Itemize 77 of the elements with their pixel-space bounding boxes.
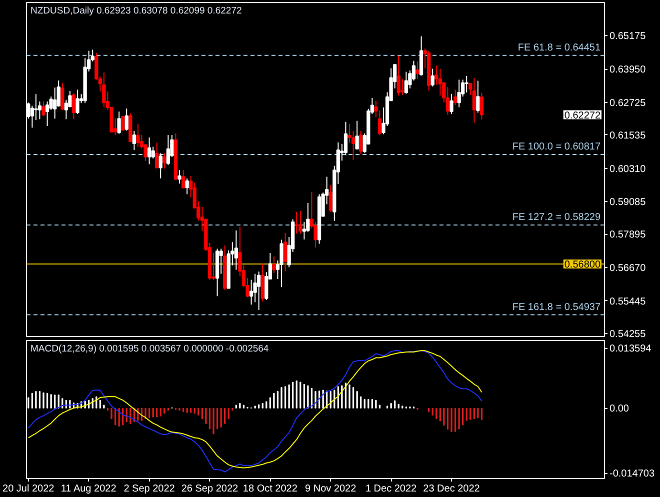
y-tick-label: 0.65175 — [610, 31, 646, 42]
candlestick — [147, 136, 152, 165]
x-tick-label: 20 Jul 2022 — [2, 484, 55, 494]
candlestick — [359, 130, 363, 155]
candlestick — [136, 123, 140, 148]
candlestick — [185, 178, 189, 195]
chart-title: MACD(12,26,9) 0.001595 0.003567 0.000000 -0.002564 — [30, 344, 269, 354]
y-tick-label: -0.014703 — [610, 468, 655, 480]
candlestick — [117, 111, 121, 134]
y-tick-label: 0.62725 — [610, 98, 646, 109]
candlestick — [450, 93, 454, 115]
candlestick — [257, 271, 261, 311]
candlestick — [400, 78, 404, 96]
candlestick — [102, 72, 106, 108]
candlestick — [476, 80, 480, 114]
x-tick-label: 2 Sep 2022 — [124, 484, 176, 494]
y-tick-label: 0.57895 — [610, 230, 646, 241]
x-tick-label: 11 Aug 2022 — [60, 484, 117, 494]
candlestick — [480, 92, 484, 120]
candlestick — [272, 256, 276, 274]
candlestick — [53, 87, 57, 120]
candlestick — [472, 78, 476, 124]
y-tick-label: 0.013594 — [610, 344, 652, 355]
ref-line-label: FE 127.2 = 0.58229 — [512, 212, 601, 224]
candlestick — [378, 110, 382, 136]
x-tick-label: 18 Oct 2022 — [242, 484, 298, 494]
y-tick-label: 0.61535 — [610, 130, 646, 142]
x-tick-label: 1 Dec 2022 — [365, 484, 418, 494]
candlestick — [166, 134, 170, 166]
ref-line-label: FE 61.8 = 0.64451 — [518, 42, 601, 54]
chart-title: NZDUSD,Daily 0.62923 0.63078 0.62099 0.62272 — [30, 6, 242, 16]
x-tick-label: 26 Sep 2022 — [181, 484, 239, 494]
candlestick — [34, 94, 38, 121]
candlestick — [162, 152, 166, 170]
candlestick — [280, 239, 284, 288]
candlestick — [260, 263, 264, 302]
candlestick — [404, 71, 408, 94]
annotation: 0.62272 — [564, 110, 601, 122]
x-tick-label: 9 Nov 2022 — [305, 484, 357, 494]
candlestick — [355, 120, 359, 150]
y-tick-label: 0.56670 — [610, 263, 646, 274]
ref-line-label: FE 161.8 = 0.54937 — [512, 302, 601, 313]
ref-line-label: FE 100.0 = 0.60817 — [512, 141, 601, 152]
candlestick — [132, 130, 136, 151]
candlestick — [42, 100, 46, 116]
y-tick-label: 0.63950 — [610, 64, 646, 76]
candlestick — [234, 230, 238, 270]
candlestick — [178, 170, 182, 184]
x-tick-label: 23 Dec 2022 — [423, 484, 480, 494]
candlestick — [151, 146, 155, 159]
candlestick — [158, 152, 162, 179]
y-tick-label: 0.54255 — [610, 328, 646, 340]
candlestick — [181, 170, 186, 189]
candlestick — [219, 248, 223, 274]
y-tick-label: 0.60310 — [610, 164, 646, 175]
candlestick — [416, 60, 420, 80]
candlestick — [72, 92, 76, 120]
candlestick — [155, 142, 159, 170]
ref-line-label: 0.56800 — [564, 259, 601, 270]
candlestick — [457, 79, 461, 108]
y-tick-label: 0.55445 — [610, 296, 646, 308]
candlestick — [76, 89, 80, 115]
candlestick — [60, 82, 64, 110]
candlestick — [464, 75, 468, 93]
candlestick — [396, 55, 400, 96]
y-tick-label: 0.00 — [610, 404, 630, 415]
candlestick — [294, 211, 298, 234]
candlestick — [328, 184, 332, 212]
candlestick — [298, 210, 302, 234]
candlestick — [45, 100, 50, 127]
candlestick — [283, 232, 288, 272]
candlestick — [419, 36, 424, 76]
candlestick — [453, 89, 458, 106]
candlestick — [124, 108, 128, 132]
candlestick — [64, 99, 68, 120]
y-tick-label: 0.59085 — [610, 197, 646, 208]
candlestick — [430, 68, 434, 87]
